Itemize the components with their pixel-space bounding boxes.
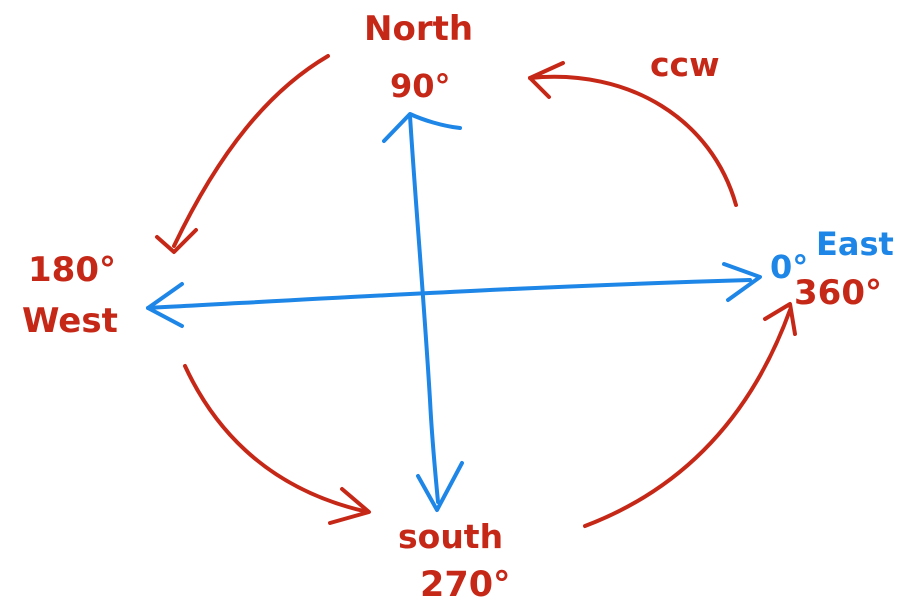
vertical-axis <box>408 114 440 504</box>
arc-east-to-north-arrowhead <box>528 61 565 99</box>
east-label: East <box>816 225 894 263</box>
north-degrees-label: 90° <box>390 67 451 105</box>
horizontal-axis <box>146 278 752 310</box>
west-label: West <box>22 301 118 341</box>
east-arrowhead <box>722 262 762 302</box>
arc-east-to-north <box>528 74 738 207</box>
east-zero-degree-label: 0° <box>770 248 808 286</box>
arc-south-to-east <box>583 308 792 528</box>
west-arrowhead <box>146 282 184 328</box>
south-degrees-label: 270° <box>420 565 511 605</box>
arc-south-to-east-arrowhead <box>763 302 797 336</box>
arc-north-to-west <box>172 54 330 248</box>
south-label: south <box>398 517 503 556</box>
arc-north-to-west-arrowhead <box>155 228 198 254</box>
ccw-label: ccw <box>650 45 720 84</box>
arc-west-to-south-arrowhead <box>328 487 371 525</box>
south-arrowhead <box>416 461 464 512</box>
arc-west-to-south <box>183 364 370 514</box>
north-label: North <box>364 9 473 49</box>
west-degrees-label: 180° <box>28 250 116 290</box>
east-degrees-label: 360° <box>794 273 882 313</box>
north-arrowhead <box>382 112 462 143</box>
